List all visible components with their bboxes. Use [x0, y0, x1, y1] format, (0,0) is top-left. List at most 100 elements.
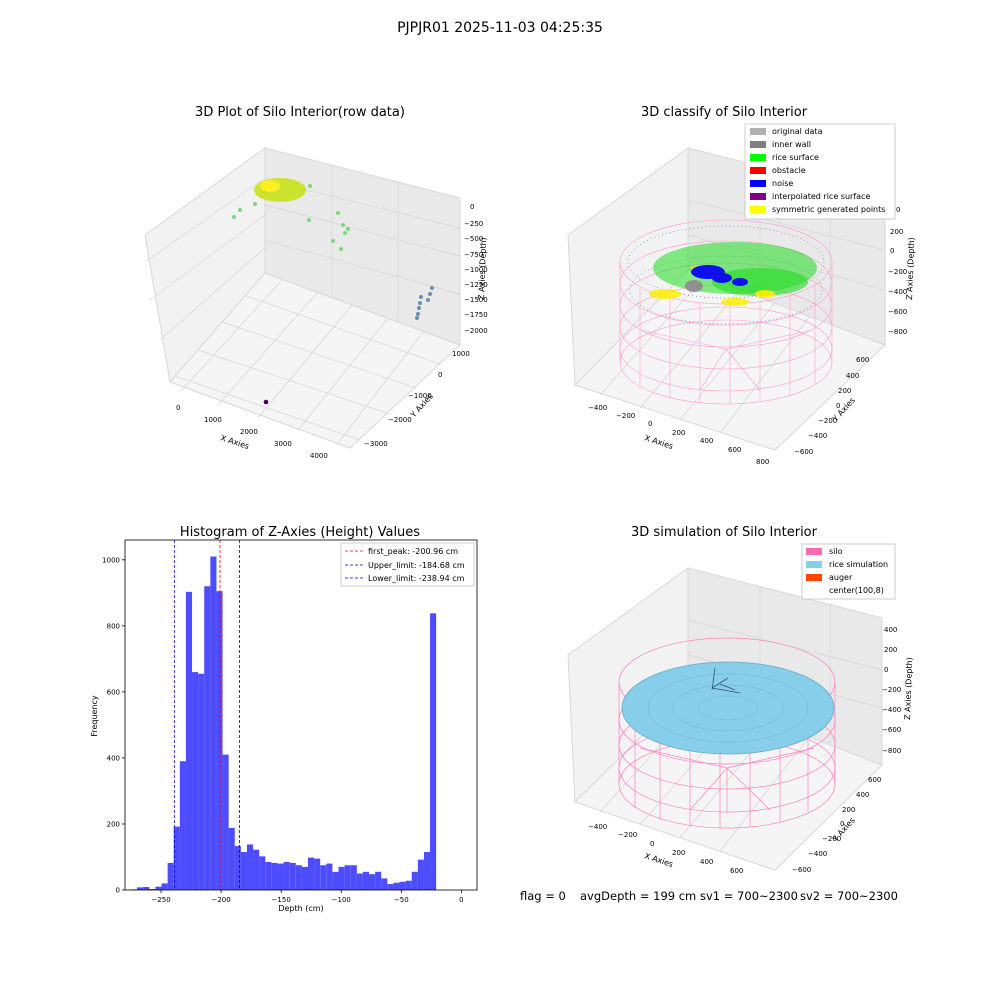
svg-text:−750: −750 [464, 251, 483, 259]
sim-x-ticks: −400 −200 0 200 400 600 [588, 823, 743, 875]
svg-text:−400: −400 [882, 706, 901, 714]
footer-sv2: sv2 = 700~2300 [800, 889, 898, 903]
sim-auger [711, 667, 741, 694]
hist-bar [192, 672, 199, 890]
hist-y-tick-label: 400 [107, 754, 120, 762]
hist-bar [204, 586, 211, 890]
hist-bar [393, 882, 400, 890]
hist-bar [137, 887, 144, 890]
hist-bar [399, 881, 406, 890]
sim-y-ticks: 600 400 200 0 −200 −400 −600 [792, 776, 881, 874]
classify-inner-wall-blob [685, 280, 703, 292]
svg-text:−200: −200 [618, 831, 637, 839]
svg-text:rice simulation: rice simulation [829, 560, 888, 569]
svg-text:auger: auger [829, 573, 853, 582]
svg-text:0: 0 [470, 203, 474, 211]
sim-legend: silo rice simulation auger center(100,8) [801, 543, 896, 600]
hist-bar [271, 862, 278, 890]
hist-bar [356, 873, 363, 890]
hist-title: Histogram of Z-Axies (Height) Values [180, 525, 420, 540]
svg-text:−200: −200 [616, 412, 635, 420]
svg-text:3000: 3000 [274, 440, 292, 448]
hist-bar [210, 556, 217, 890]
svg-text:−1000: −1000 [464, 266, 488, 274]
hist-x-ticks: −250 −200 −150 −100 −50 0 [151, 890, 464, 904]
panel-raw-3d: 3D Plot of Silo Interior(row data) [144, 105, 488, 460]
svg-text:−2000: −2000 [388, 416, 412, 424]
hist-bar [423, 852, 431, 890]
hist-x-tick-label: −50 [394, 896, 409, 904]
hist-bar [301, 866, 308, 890]
hist-y-ticks: 0 200 400 600 800 1000 [102, 556, 125, 895]
svg-text:200: 200 [672, 849, 685, 857]
svg-text:1000: 1000 [452, 350, 470, 358]
svg-text:200: 200 [838, 387, 851, 395]
svg-text:−200: −200 [888, 268, 907, 276]
raw-scatter-green [232, 184, 350, 251]
svg-text:600: 600 [728, 446, 741, 454]
hist-x-tick-label: −100 [332, 896, 351, 904]
svg-text:200: 200 [672, 429, 685, 437]
svg-text:800: 800 [756, 458, 769, 466]
svg-text:0: 0 [836, 402, 840, 410]
svg-text:400: 400 [700, 437, 713, 445]
hist-x-label: Depth (cm) [278, 904, 323, 913]
svg-text:−500: −500 [464, 235, 483, 243]
svg-text:inner wall: inner wall [772, 140, 811, 149]
svg-text:−2000: −2000 [464, 327, 488, 335]
hist-bar [350, 865, 357, 890]
hist-bar [387, 884, 394, 890]
sim-rice-surface [621, 661, 835, 755]
raw-3d-title: 3D Plot of Silo Interior(row data) [195, 105, 405, 120]
svg-text:−400: −400 [808, 850, 827, 858]
svg-text:0: 0 [176, 404, 180, 412]
hist-bar [314, 858, 321, 890]
svg-text:0: 0 [648, 420, 652, 428]
svg-text:600: 600 [856, 356, 869, 364]
panel-histogram: Histogram of Z-Axies (Height) Values −25… [90, 525, 478, 913]
svg-text:200: 200 [890, 228, 903, 236]
svg-text:600: 600 [868, 776, 881, 784]
hist-bar [185, 591, 193, 890]
hist-legend-lower: Lower_limit: -238.94 cm [368, 574, 465, 583]
hist-bar [246, 844, 254, 890]
hist-bar [338, 866, 345, 890]
svg-text:−600: −600 [882, 726, 901, 734]
sim-legend-box [801, 543, 896, 600]
classify-y-label: Y Axies [830, 396, 857, 424]
svg-text:−1750: −1750 [464, 311, 488, 319]
hist-x-tick-label: −250 [151, 896, 170, 904]
sim-rice-mesh [647, 673, 809, 743]
svg-text:silo: silo [829, 547, 843, 556]
hist-y-tick-label: 200 [107, 820, 120, 828]
hist-bar [265, 861, 272, 890]
svg-text:−400: −400 [588, 823, 607, 831]
svg-text:400: 400 [884, 626, 897, 634]
sim-x-label: X Axies [643, 851, 674, 869]
hist-bar [369, 874, 376, 890]
hist-bar [259, 856, 266, 890]
raw-scatter-blue [415, 286, 434, 320]
hist-bar [228, 827, 235, 890]
classify-noise-ring [627, 225, 825, 325]
classify-z-tick-partial: 0 [896, 206, 900, 214]
hist-bar [167, 862, 174, 890]
hist-bar [198, 673, 205, 890]
raw-rice-highlight [260, 180, 280, 192]
hist-legend-peak: first_peak: -200.96 cm [368, 547, 458, 556]
hist-bar [173, 826, 180, 890]
hist-bar [253, 849, 260, 890]
hist-bar [289, 862, 296, 890]
svg-text:rice surface: rice surface [772, 153, 819, 162]
hist-x-tick-label: −150 [272, 896, 291, 904]
hist-bar [240, 852, 247, 890]
svg-text:200: 200 [884, 646, 897, 654]
hist-y-tick-label: 600 [107, 688, 120, 696]
hist-y-label: Frequency [90, 695, 99, 737]
hist-bar [283, 861, 290, 890]
svg-text:−250: −250 [464, 220, 483, 228]
classify-silo-wireframe [619, 219, 833, 405]
svg-text:−600: −600 [792, 866, 811, 874]
hist-bar [375, 871, 382, 890]
svg-text:2000: 2000 [240, 428, 258, 436]
